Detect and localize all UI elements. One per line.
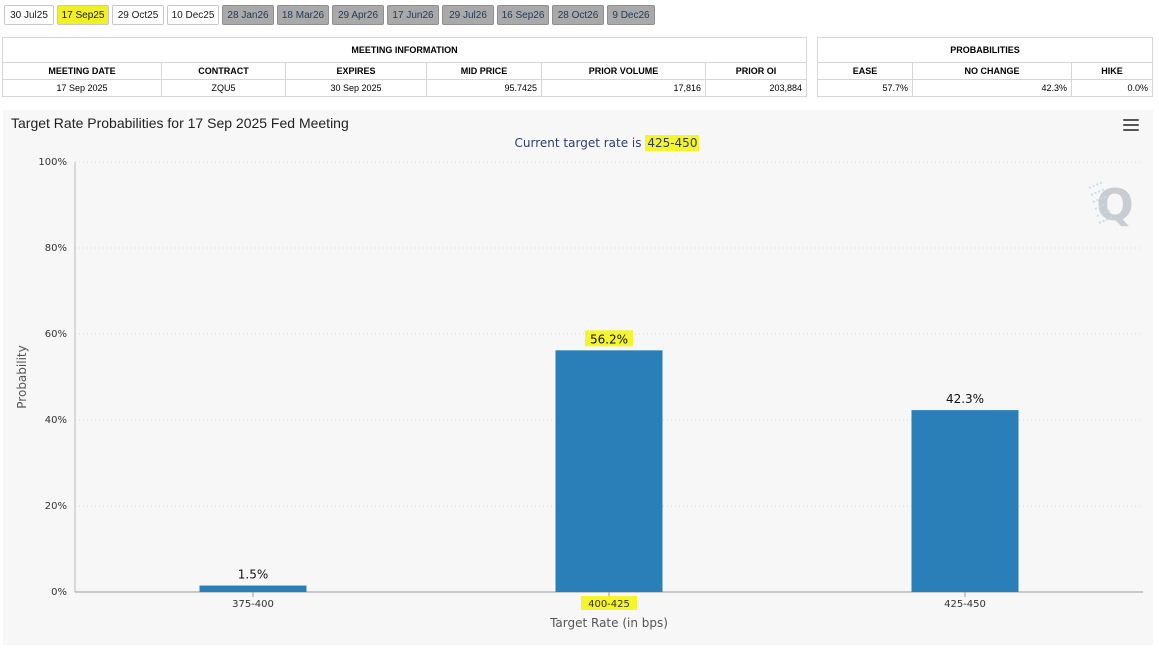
x-tick-label: 375-400 (232, 599, 274, 610)
bar-chart: 0% 20% 40% 60% 80% 100% 375-400 1.5% 400-425 56.2… (15, 157, 1143, 630)
y-tick-label: 80% (45, 243, 67, 254)
watermark-stripe (1096, 209, 1112, 217)
tab-17-sep25[interactable]: 17 Sep25 (57, 5, 109, 25)
y-tick-label: 60% (45, 329, 67, 340)
tab-29-jul26[interactable]: 29 Jul26 (442, 5, 494, 25)
tab-30-jul25[interactable]: 30 Jul25 (4, 5, 54, 25)
x-axis-title: Target Rate (in bps) (549, 616, 668, 630)
cell-expires: 30 Sep 2025 (285, 79, 427, 97)
cell-prior-oi: 203,884 (705, 79, 807, 97)
x-label-highlight (581, 596, 637, 610)
data-label: 1.5% (238, 568, 269, 582)
x-tick-label: 425-450 (944, 599, 986, 610)
x-tick-label: 400-425 (588, 599, 630, 610)
data-label: 56.2% (590, 332, 628, 346)
cell-mid-price: 95.7425 (426, 79, 542, 97)
header-no-change: NO CHANGE (912, 62, 1072, 80)
tab-16-sep26[interactable]: 16 Sep26 (497, 5, 549, 25)
tab-18-mar26[interactable]: 18 Mar26 (277, 5, 329, 25)
bar-400-425 (555, 350, 663, 592)
header-prior-oi: PRIOR OI (705, 62, 807, 80)
current-target-rate: 425-450 (645, 135, 700, 151)
header-hike: HIKE (1071, 62, 1153, 80)
chart-subtitle: Current target rate is 425-450 (3, 135, 1159, 151)
header-contract: CONTRACT (161, 62, 286, 80)
cell-prior-volume: 17,816 (541, 79, 706, 97)
chart-menu-icon[interactable] (1123, 119, 1139, 133)
probabilities-caption: PROBABILITIES (817, 37, 1153, 63)
chart-panel: 0% 20% 40% 60% 80% 100% 375-400 1.5% 400-425 56.2… (3, 110, 1153, 645)
bar-375-400 (199, 585, 307, 592)
y-axis-title: Probability (15, 345, 29, 408)
meeting-information-table: MEETING INFORMATION MEETING DATE CONTRAC… (2, 37, 807, 97)
y-tick-label: 0% (51, 587, 67, 598)
tab-10-dec25[interactable]: 10 Dec25 (167, 5, 219, 25)
header-meeting-date: MEETING DATE (2, 62, 162, 80)
tab-17-jun26[interactable]: 17 Jun26 (387, 5, 439, 25)
header-prior-volume: PRIOR VOLUME (541, 62, 706, 80)
header-expires: EXPIRES (285, 62, 427, 80)
watermark-stripe (1092, 195, 1108, 203)
cell-meeting-date: 17 Sep 2025 (2, 79, 162, 97)
tab-29-oct25[interactable]: 29 Oct25 (112, 5, 164, 25)
subtitle-prefix: Current target rate is (514, 136, 646, 150)
cell-no-change: 42.3% (912, 79, 1072, 97)
cell-ease: 57.7% (817, 79, 913, 97)
probabilities-table: PROBABILITIES EASE NO CHANGE HIKE 57.7% … (817, 37, 1153, 97)
header-mid-price: MID PRICE (426, 62, 542, 80)
data-label-highlight (585, 330, 633, 347)
data-label: 42.3% (946, 392, 984, 406)
y-tick-label: 40% (45, 415, 67, 426)
meeting-information-caption: MEETING INFORMATION (2, 37, 807, 63)
y-tick-label: 20% (45, 501, 67, 512)
chart-title: Target Rate Probabilities for 17 Sep 202… (11, 115, 349, 131)
tab-29-apr26[interactable]: 29 Apr26 (332, 5, 384, 25)
watermark-stripe (1090, 188, 1106, 196)
y-tick-label: 100% (38, 157, 67, 168)
cell-contract: ZQU5 (161, 79, 286, 97)
watermark-stripe (1094, 202, 1110, 210)
cell-hike: 0.0% (1071, 79, 1153, 97)
header-ease: EASE (817, 62, 913, 80)
tab-28-jan26[interactable]: 28 Jan26 (222, 5, 274, 25)
tab-9-dec26[interactable]: 9 Dec26 (607, 5, 655, 25)
watermark-logo-icon: Q (1096, 180, 1133, 231)
bar-425-450 (911, 410, 1019, 592)
watermark-stripe (1088, 181, 1104, 189)
watermark-stripe (1098, 216, 1114, 224)
tab-28-oct26[interactable]: 28 Oct26 (552, 5, 604, 25)
